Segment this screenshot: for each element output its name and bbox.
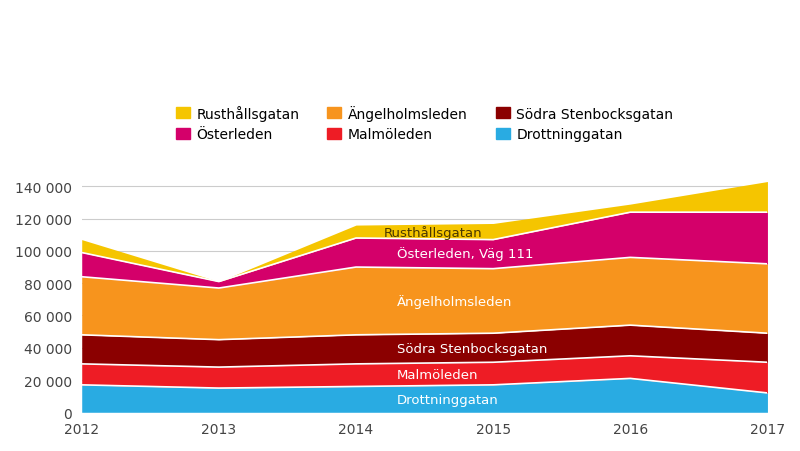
- Text: Malmöleden: Malmöleden: [397, 368, 478, 382]
- Text: Ängelholmsleden: Ängelholmsleden: [397, 295, 513, 308]
- Text: Södra Stenbocksgatan: Södra Stenbocksgatan: [397, 343, 547, 355]
- Text: Rusthållsgatan: Rusthållsgatan: [383, 225, 482, 239]
- Legend: Rusthållsgatan, Österleden, Ängelholmsleden, Malmöleden, Södra Stenbocksgatan, D: Rusthållsgatan, Österleden, Ängelholmsle…: [176, 106, 674, 142]
- Text: Österleden, Väg 111: Österleden, Väg 111: [397, 247, 534, 260]
- Text: Drottninggatan: Drottninggatan: [397, 393, 499, 406]
